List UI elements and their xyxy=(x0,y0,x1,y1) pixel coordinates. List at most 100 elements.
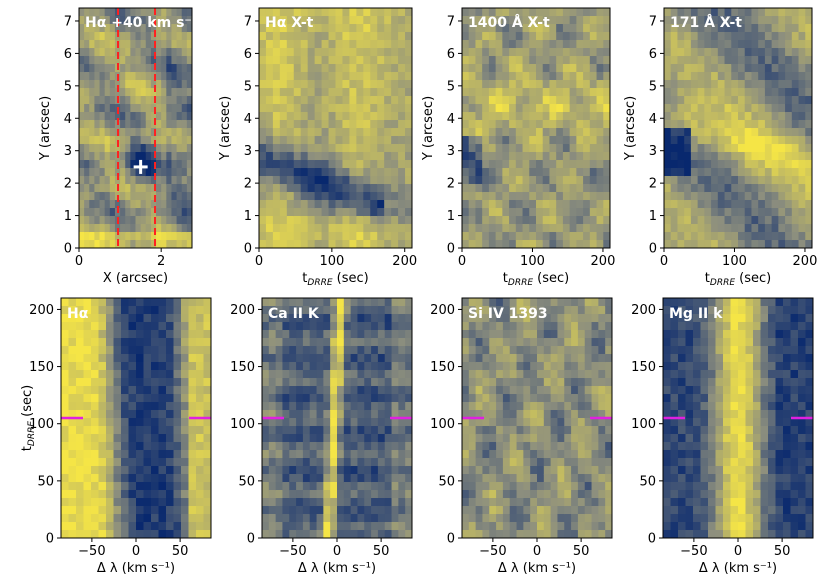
x-tick-label: 50 xyxy=(774,544,791,559)
y-tick-label: 6 xyxy=(64,47,72,62)
y-tick-label: 0 xyxy=(244,242,252,257)
x-tick-label: 0 xyxy=(458,254,466,269)
panel-3: 0 100 200 0 1 2 3 4 5 6 7 tDRRE (sec) Y (arcsec) 1400… xyxy=(421,7,616,288)
y-tick-label: 1 xyxy=(447,209,455,224)
y-tick-label: 3 xyxy=(64,144,72,159)
panel-7: −50 0 50 0 50 100 150 200 Δ λ (km s⁻¹) Si IV 1393 xyxy=(430,297,613,576)
x-tick-label: 200 xyxy=(793,254,818,269)
x-tick-label: 100 xyxy=(319,254,344,269)
y-tick-label: 2 xyxy=(64,177,72,192)
y-tick-label: 0 xyxy=(447,532,455,547)
panel-title: Hα xyxy=(67,306,89,322)
x-tick-label: 0 xyxy=(533,544,541,559)
heatmap-1 xyxy=(79,8,192,248)
y-tick-label: 50 xyxy=(438,474,455,489)
y-tick-label: 7 xyxy=(447,14,455,29)
panel-6: −50 0 50 0 50 100 150 200 Δ λ (km s⁻¹) Ca II K xyxy=(230,297,413,576)
y-tick-label: 6 xyxy=(244,47,252,62)
y-tick-label: 0 xyxy=(64,242,72,257)
x-axis-label: tDRRE (sec) xyxy=(503,271,569,288)
panel-title: Hα X-t xyxy=(265,15,314,31)
panel-title: Ca II K xyxy=(268,306,320,322)
y-tick-label: 5 xyxy=(649,79,657,94)
panel-frame xyxy=(78,7,193,249)
x-tick-label: −50 xyxy=(680,544,707,559)
y-tick-label: 2 xyxy=(447,177,455,192)
y-tick-label: 50 xyxy=(37,474,54,489)
panel-title: 1400 Å X-t xyxy=(468,14,550,31)
panel-frame xyxy=(663,7,813,249)
y-axis-label: Y (arcsec) xyxy=(421,96,436,161)
y-tick-label: 4 xyxy=(244,112,252,127)
x-tick-label: 0 xyxy=(660,254,668,269)
heatmap-4 xyxy=(664,8,812,248)
x-tick-label: 0 xyxy=(255,254,263,269)
x-axis-label: Δ λ (km s⁻¹) xyxy=(97,561,175,576)
y-axis-label: tDRRE (sec) xyxy=(20,385,37,451)
y-tick-label: 0 xyxy=(447,242,455,257)
x-tick-label: 0 xyxy=(333,544,341,559)
y-tick-label: 7 xyxy=(244,14,252,29)
heatmap-6 xyxy=(262,298,412,538)
y-tick-label: 1 xyxy=(244,209,252,224)
y-tick-label: 0 xyxy=(649,242,657,257)
x-tick-label: 100 xyxy=(722,254,747,269)
panel-2: 0 100 200 0 1 2 3 4 5 6 7 tDRRE (sec) Y (arcsec) Hα X… xyxy=(218,7,417,288)
x-tick-label: −50 xyxy=(279,544,306,559)
x-axis-label: tDRRE (sec) xyxy=(705,271,771,288)
y-tick-label: 200 xyxy=(230,303,255,318)
panel-1: 0 2 0 1 2 3 4 5 6 7 X (arcsec) Y (arcsec) Hα +40 km … xyxy=(38,7,198,286)
x-tick-label: 50 xyxy=(573,544,590,559)
panel-title: Hα +40 km s⁻¹ xyxy=(85,15,198,31)
x-tick-label: 0 xyxy=(132,544,140,559)
y-tick-label: 0 xyxy=(648,532,656,547)
y-tick-label: 200 xyxy=(430,303,455,318)
x-tick-label: 100 xyxy=(520,254,545,269)
x-axis-label: tDRRE (sec) xyxy=(302,271,368,288)
y-tick-label: 2 xyxy=(244,177,252,192)
y-tick-label: 5 xyxy=(447,79,455,94)
x-tick-label: 2 xyxy=(157,254,165,269)
x-tick-label: 50 xyxy=(172,544,189,559)
y-tick-label: 200 xyxy=(631,303,656,318)
cross-marker xyxy=(133,159,148,174)
y-tick-label: 200 xyxy=(29,303,54,318)
panel-frame xyxy=(461,7,611,249)
y-tick-label: 6 xyxy=(447,47,455,62)
x-tick-label: 200 xyxy=(591,254,616,269)
heatmap-3 xyxy=(462,8,610,248)
panel-title: Mg II k xyxy=(669,306,723,322)
y-tick-label: 100 xyxy=(430,417,455,432)
x-tick-label: 0 xyxy=(75,254,83,269)
heatmap-5 xyxy=(61,298,211,538)
y-tick-label: 5 xyxy=(64,79,72,94)
y-tick-label: 100 xyxy=(631,417,656,432)
y-tick-label: 5 xyxy=(244,79,252,94)
y-axis-label: Y (arcsec) xyxy=(38,96,53,161)
y-tick-label: 4 xyxy=(64,112,72,127)
panel-title: 171 Å X-t xyxy=(670,14,742,31)
y-tick-label: 100 xyxy=(29,417,54,432)
y-tick-label: 6 xyxy=(649,47,657,62)
y-tick-label: 3 xyxy=(447,144,455,159)
y-tick-label: 4 xyxy=(447,112,455,127)
y-tick-label: 50 xyxy=(238,474,255,489)
y-tick-label: 150 xyxy=(430,360,455,375)
panel-frame xyxy=(258,7,413,249)
x-axis-label: Δ λ (km s⁻¹) xyxy=(498,561,576,576)
y-tick-label: 0 xyxy=(247,532,255,547)
x-tick-label: 200 xyxy=(392,254,417,269)
x-tick-label: 50 xyxy=(373,544,390,559)
y-tick-label: 3 xyxy=(649,144,657,159)
y-tick-label: 1 xyxy=(64,209,72,224)
x-tick-label: −50 xyxy=(78,544,105,559)
x-tick-label: −50 xyxy=(479,544,506,559)
y-axis-label: Y (arcsec) xyxy=(218,96,233,161)
x-axis-label: Δ λ (km s⁻¹) xyxy=(699,561,777,576)
panel-title: Si IV 1393 xyxy=(468,306,548,322)
panel-4: 0 100 200 0 1 2 3 4 5 6 7 tDRRE (sec) Y (arcsec) 171 … xyxy=(623,7,818,288)
y-tick-label: 0 xyxy=(46,532,54,547)
y-tick-label: 150 xyxy=(631,360,656,375)
y-tick-label: 150 xyxy=(230,360,255,375)
